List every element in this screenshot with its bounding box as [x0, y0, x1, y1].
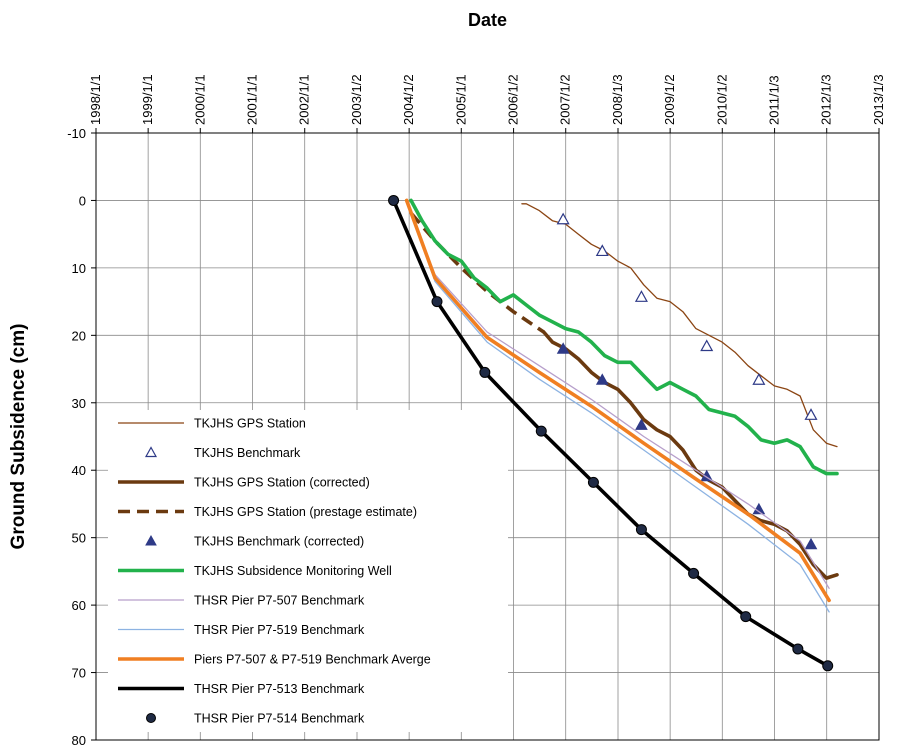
data-point [688, 567, 700, 579]
x-tick-label: 2009/1/2 [662, 74, 677, 125]
legend-label: TKJHS GPS Station [194, 417, 306, 431]
series-tkjhs-gps-station [521, 203, 838, 448]
legend-label: THSR Pier P7-519 Benchmark [194, 623, 365, 637]
x-axis-title: Date [468, 10, 507, 30]
series-line [404, 198, 831, 603]
x-tick-label: 2003/1/2 [349, 74, 364, 125]
data-point [635, 524, 647, 536]
data-point [635, 418, 648, 430]
series-thsr-pier-p7-519-benchmark [405, 199, 830, 613]
x-tick-label: 2010/1/2 [714, 74, 729, 125]
series-line [409, 198, 839, 476]
y-tick-label: 30 [72, 396, 86, 411]
legend-entry-thsr-pier-p7-514-benchmark: THSR Pier P7-514 Benchmark [146, 712, 365, 726]
data-point [479, 366, 491, 378]
data-point [535, 425, 547, 437]
x-tick-label: 2007/1/2 [558, 74, 573, 125]
series-line [521, 203, 838, 448]
legend-label: TKJHS GPS Station (corrected) [194, 476, 370, 490]
x-tick-label: 2002/1/1 [297, 74, 312, 125]
y-tick-label: -10 [67, 126, 86, 141]
legend-label: THSR Pier P7-507 Benchmark [194, 594, 365, 608]
data-point [804, 537, 818, 550]
data-point [634, 290, 648, 302]
series-piers-p7-507-p7-519-benchmark-averge [404, 198, 831, 603]
y-tick-label: 70 [72, 666, 86, 681]
x-tick-label: 2000/1/1 [192, 74, 207, 125]
x-tick-label: 2008/1/3 [610, 74, 625, 125]
legend-label: TKJHS Benchmark (corrected) [194, 535, 364, 549]
y-tick-label: 50 [72, 531, 86, 546]
series-thsr-pier-p7-513-benchmark [391, 198, 830, 668]
series-line [405, 199, 830, 613]
series-thsr-pier-p7-514-benchmark [388, 194, 834, 672]
data-point [556, 342, 570, 354]
x-tick-label: 2004/1/2 [401, 74, 416, 125]
data-point [388, 194, 400, 206]
data-point [700, 339, 714, 352]
x-tick-label: 2006/1/2 [506, 74, 521, 125]
data-point [587, 476, 599, 488]
data-point [595, 244, 609, 257]
legend-entry-thsr-pier-p7-519-benchmark: THSR Pier P7-519 Benchmark [118, 623, 365, 637]
y-tick-label: 40 [72, 463, 86, 478]
x-tick-label: 1999/1/1 [140, 74, 155, 125]
legend-label: TKJHS GPS Station (prestage estimate) [194, 505, 417, 519]
legend-entry-thsr-pier-p7-507-benchmark: THSR Pier P7-507 Benchmark [118, 594, 365, 608]
y-tick-label: 20 [72, 328, 86, 343]
y-tick-label: 80 [72, 733, 86, 748]
x-tick-label: 1998/1/1 [88, 74, 103, 125]
legend-label: THSR Pier P7-513 Benchmark [194, 682, 365, 696]
x-tick-label: 2012/1/3 [819, 74, 834, 125]
data-point [595, 373, 609, 385]
legend-entry-tkjhs-subsidence-monitoring-well: TKJHS Subsidence Monitoring Well [118, 564, 392, 578]
legend-label: TKJHS Subsidence Monitoring Well [194, 564, 392, 578]
data-point [431, 296, 443, 308]
data-point [740, 611, 752, 623]
y-tick-label: 60 [72, 598, 86, 613]
data-point [792, 643, 804, 655]
series-tkjhs-gps-station-corrected [541, 330, 839, 580]
data-point [752, 502, 766, 515]
legend-entry-tkjhs-gps-station-corrected: TKJHS GPS Station (corrected) [118, 476, 370, 490]
series-line [405, 199, 830, 589]
legend-entry-tkjhs-gps-station-prestage-estimate: TKJHS GPS Station (prestage estimate) [118, 505, 417, 519]
data-point [752, 373, 766, 385]
series-tkjhs-benchmark [556, 212, 818, 420]
x-tick-label: 2005/1/1 [453, 74, 468, 125]
plot-area-frame [95, 132, 880, 741]
legend-entry-tkjhs-benchmark: TKJHS Benchmark [144, 446, 301, 460]
y-axis-title: Ground Subsidence (cm) [8, 324, 29, 550]
series-line [541, 330, 839, 580]
y-tick-label: 10 [72, 261, 86, 276]
axis-ticks: 1998/1/1 1999/1/1 2000/1/1 2001/1/1 2002/1/1… [67, 74, 886, 748]
legend-label: TKJHS Benchmark [194, 446, 301, 460]
series-tkjhs-benchmark-corrected [556, 342, 818, 550]
data-point [804, 408, 818, 420]
y-tick-label: 0 [79, 193, 86, 208]
series-thsr-pier-p7-507-benchmark [405, 199, 830, 589]
legend-swatch [144, 446, 158, 458]
legend-entry-thsr-pier-p7-513-benchmark: THSR Pier P7-513 Benchmark [118, 682, 365, 696]
series-line [391, 198, 830, 668]
legend-entry-tkjhs-benchmark-corrected: TKJHS Benchmark (corrected) [145, 534, 364, 549]
x-tick-label: 2013/1/3 [871, 74, 886, 125]
data-point [556, 212, 570, 225]
legend-entry-tkjhs-gps-station: TKJHS GPS Station [118, 417, 306, 431]
legend: TKJHS GPS Station TKJHS Benchmark TKJHS GP… [108, 410, 508, 732]
legend-swatch [146, 713, 156, 723]
legend-entry-piers-p7-507-p7-519-benchmark-averge: Piers P7-507 & P7-519 Benchmark Averge [118, 653, 431, 667]
series-tkjhs-subsidence-monitoring-well [409, 198, 839, 476]
legend-label: Piers P7-507 & P7-519 Benchmark Averge [194, 653, 431, 667]
legend-swatch [145, 534, 157, 546]
legend-label: THSR Pier P7-514 Benchmark [194, 712, 365, 726]
x-tick-label: 2001/1/1 [245, 74, 260, 125]
series-layer [388, 194, 839, 672]
data-point [822, 660, 834, 672]
x-tick-label: 2011/1/3 [767, 75, 782, 125]
